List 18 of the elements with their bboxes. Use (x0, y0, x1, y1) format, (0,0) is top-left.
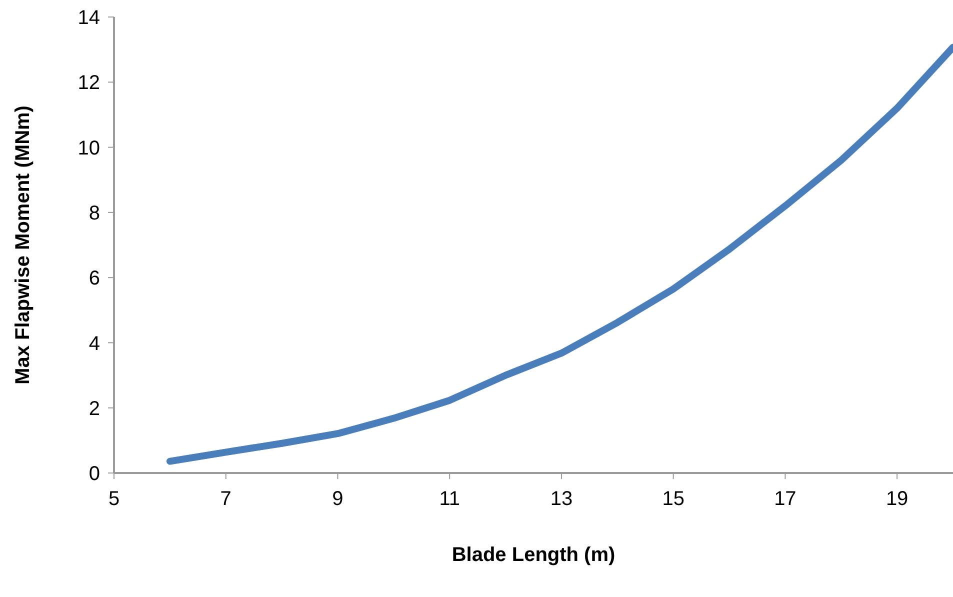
y-axis-title: Max Flapwise Moment (MNm) (12, 106, 34, 384)
y-tick-label: 0 (88, 463, 100, 486)
x-axis-title: Blade Length (m) (452, 544, 616, 566)
x-tick-label: 19 (886, 488, 908, 510)
y-tick-label: 2 (88, 398, 100, 420)
x-tick-label: 9 (332, 488, 344, 510)
y-tick-label: 8 (88, 202, 100, 225)
y-tick-label: 10 (78, 137, 100, 160)
x-tick-label: 7 (220, 488, 232, 510)
y-tick-label: 12 (78, 72, 100, 94)
x-tick-label: 17 (774, 488, 796, 510)
y-tick-label: 14 (78, 7, 100, 30)
x-tick-label: 15 (662, 488, 684, 510)
y-tick-label: 6 (88, 268, 100, 290)
x-tick-label: 5 (108, 488, 120, 510)
x-tick-label: 11 (439, 488, 460, 510)
y-tick-label: 4 (88, 332, 100, 355)
x-tick-label: 13 (550, 488, 573, 510)
